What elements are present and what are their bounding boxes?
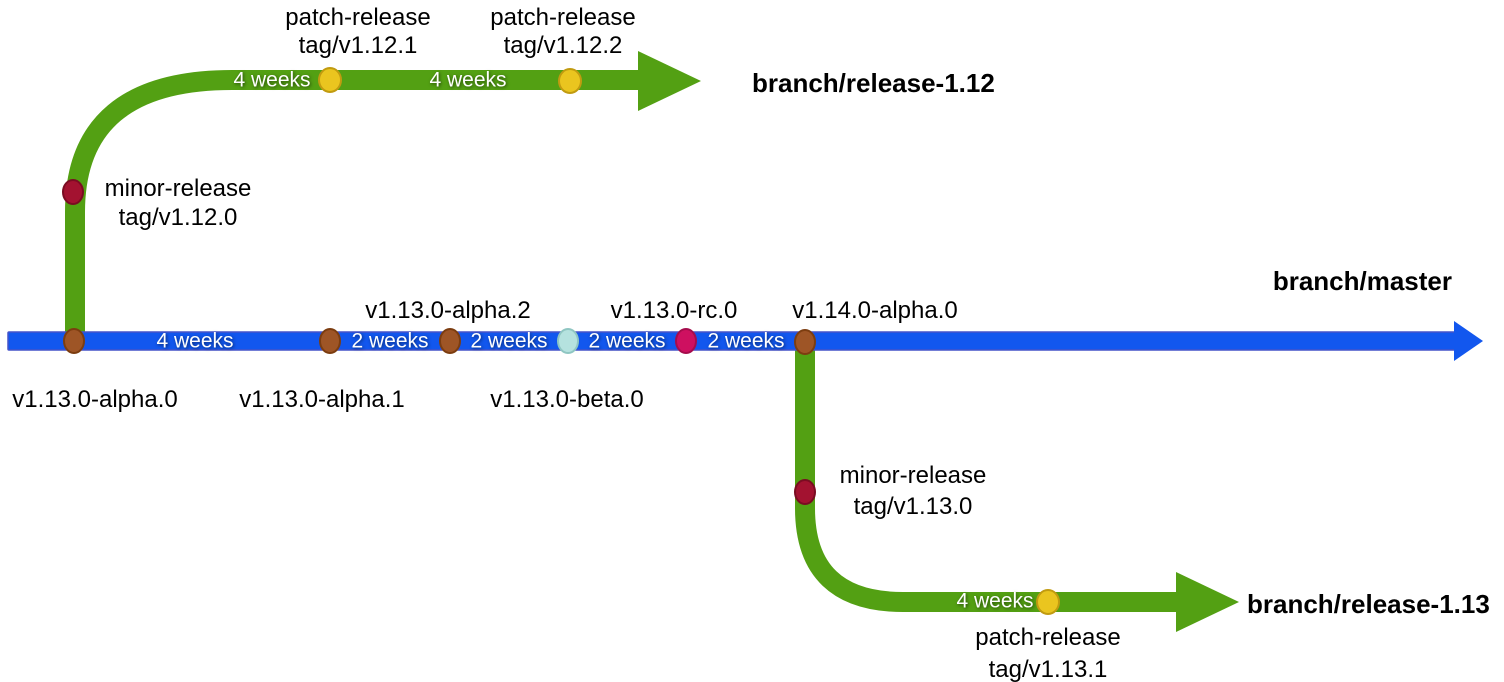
tag-label-v1-13-0-beta-0: v1.13.0-beta.0 <box>490 386 644 413</box>
interval-label: 4 weeks <box>956 589 1034 613</box>
master-arrowhead-icon <box>1454 321 1483 361</box>
release-1-13-branch-line <box>795 350 1178 612</box>
yellow-dot-icon-v1-13-1 <box>1036 589 1060 615</box>
branch-label-release-1-13: branch/release-1.13 <box>1247 589 1490 619</box>
tag-label-v1-13-0-rc-0: v1.13.0-rc.0 <box>610 297 738 324</box>
tag-label-v1-14-0-alpha-0: v1.14.0-alpha.0 <box>792 297 958 324</box>
minor-release-title-v1-13-0: minor-release <box>839 462 987 489</box>
tag-label-v1-13-0-alpha-1: v1.13.0-alpha.1 <box>239 386 405 413</box>
patch-release-tag-v1-13-1: tag/v1.13.1 <box>988 656 1108 682</box>
interval-label: 2 weeks <box>351 329 429 353</box>
brown-dot-icon-v1-13-0-alpha-1 <box>319 328 341 354</box>
interval-label: 4 weeks <box>233 68 311 92</box>
interval-label: 4 weeks <box>156 329 234 353</box>
interval-label: 2 weeks <box>470 329 548 353</box>
brown-dot-icon-v1-13-0-alpha-2 <box>439 328 461 354</box>
minor-release-title-v1-12-0: minor-release <box>104 175 252 202</box>
tag-label-v1-13-0-alpha-0: v1.13.0-alpha.0 <box>12 386 178 413</box>
branch-label-master: branch/master <box>1272 266 1452 296</box>
patch-release-title-v1-12-2: patch-release <box>490 4 636 31</box>
brown-dot-icon-v1-13-0-alpha-0 <box>63 328 85 354</box>
release-1-13-arrowhead-icon <box>1176 572 1239 632</box>
branch-label-release-1-12: branch/release-1.12 <box>752 68 995 98</box>
cyan-dot-icon-v1-13-0-beta-0 <box>557 328 579 354</box>
magenta-dot-icon-v1-13-0-rc-0 <box>675 328 697 354</box>
release-1-12-arrowhead-icon <box>638 51 701 111</box>
dark-red-dot-icon-v1-13-0 <box>794 479 816 505</box>
minor-release-tag-v1-12-0: tag/v1.12.0 <box>118 204 238 231</box>
brown-dot-icon-v1-14-0-alpha-0 <box>794 329 816 355</box>
patch-release-tag-v1-12-1: tag/v1.12.1 <box>298 32 418 59</box>
yellow-dot-icon-v1-12-2 <box>558 68 582 94</box>
patch-release-tag-v1-12-2: tag/v1.12.2 <box>503 32 623 59</box>
yellow-dot-icon-v1-12-1 <box>318 67 342 93</box>
tag-label-v1-13-0-alpha-2: v1.13.0-alpha.2 <box>365 297 531 324</box>
minor-release-tag-v1-13-0: tag/v1.13.0 <box>853 493 973 520</box>
interval-label: 2 weeks <box>588 329 666 353</box>
interval-label: 4 weeks <box>429 68 507 92</box>
patch-release-title-v1-13-1: patch-release <box>975 624 1121 651</box>
patch-release-title-v1-12-1: patch-release <box>285 4 431 31</box>
interval-label: 2 weeks <box>707 329 785 353</box>
dark-red-dot-icon-v1-12-0 <box>62 179 84 205</box>
